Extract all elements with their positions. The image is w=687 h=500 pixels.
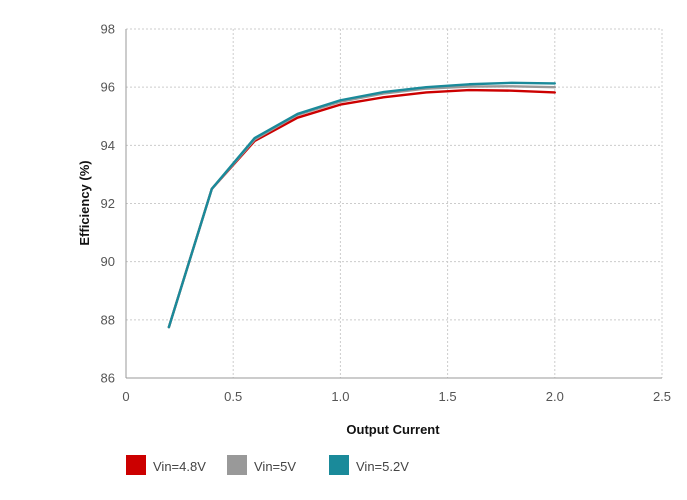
- legend-label: Vin=5V: [254, 459, 296, 474]
- series-layer: [167, 81, 556, 329]
- y-tick-label: 86: [101, 371, 115, 386]
- x-axis-title: Output Current: [346, 422, 440, 437]
- x-tick-label: 0: [122, 389, 129, 404]
- legend-label: Vin=4.8V: [153, 459, 206, 474]
- x-tick-label: 2.5: [653, 389, 671, 404]
- legend: Vin=4.8V Vin=5V Vin=5.2V: [126, 455, 409, 475]
- legend-swatch: [329, 455, 349, 475]
- y-tick-label: 94: [101, 138, 115, 153]
- grid-layer: [126, 28, 663, 378]
- legend-swatch: [126, 455, 146, 475]
- series-line-2: [167, 85, 556, 329]
- y-tick-label: 88: [101, 312, 115, 327]
- y-axis-title: Efficiency (%): [77, 160, 92, 245]
- series-line-1: [167, 88, 556, 329]
- x-tick-label: 1.0: [331, 389, 349, 404]
- y-tick-label: 92: [101, 196, 115, 211]
- y-tick-label: 98: [101, 22, 115, 37]
- axis-layer: [125, 29, 662, 379]
- series-line-3: [167, 81, 556, 329]
- x-tick-label: 2.0: [546, 389, 564, 404]
- tick-layer: 0 0.5 1.0 1.5 2.0 2.5 86 88 90 92 94 96 98: [101, 22, 672, 405]
- legend-swatch: [227, 455, 247, 475]
- y-tick-label: 90: [101, 254, 115, 269]
- x-tick-label: 0.5: [224, 389, 242, 404]
- x-tick-label: 1.5: [439, 389, 457, 404]
- y-tick-label: 96: [101, 80, 115, 95]
- legend-label: Vin=5.2V: [356, 459, 409, 474]
